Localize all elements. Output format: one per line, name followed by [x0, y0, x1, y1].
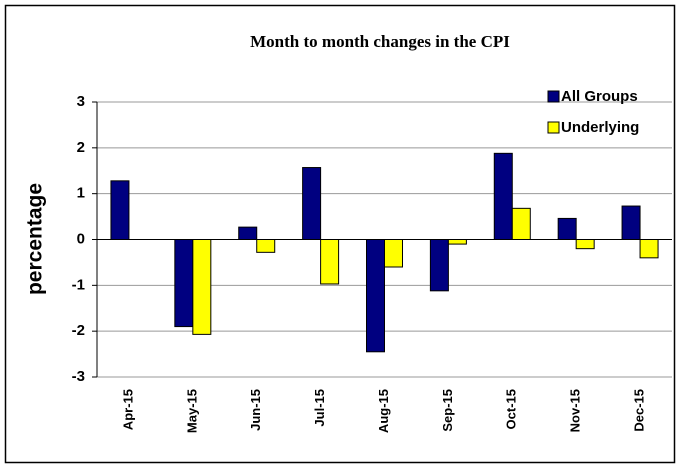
chart-title: Month to month changes in the CPI	[250, 32, 510, 51]
x-tick-label: Oct-15	[504, 389, 519, 429]
bar	[493, 152, 513, 240]
y-tick-label: 0	[77, 230, 85, 247]
x-tick-label: Nov-15	[568, 389, 583, 432]
y-tick-label: -2	[72, 322, 85, 339]
bar	[320, 239, 340, 285]
bar	[110, 180, 130, 240]
bar	[384, 239, 403, 268]
bar	[639, 239, 659, 259]
bar	[302, 167, 322, 241]
bar	[192, 239, 212, 335]
x-tick-label: Aug-15	[376, 389, 391, 433]
bar	[174, 239, 194, 328]
bar	[256, 239, 276, 253]
bar	[366, 239, 385, 353]
bar	[575, 239, 595, 250]
y-tick-label: -1	[72, 276, 85, 293]
x-tick-label: Jul-15	[312, 389, 327, 427]
x-tick-label: Sep-15	[440, 389, 455, 432]
legend-swatch	[547, 121, 560, 134]
x-tick-label: Dec-15	[631, 389, 646, 432]
y-axis-label: percentage	[24, 183, 47, 295]
bar	[557, 217, 577, 241]
bar	[429, 239, 449, 292]
legend-swatch	[547, 90, 560, 103]
y-tick-label: 2	[77, 139, 85, 156]
legend-label: Underlying	[561, 119, 639, 136]
y-tick-label: 1	[77, 185, 85, 202]
y-tick-label: -3	[72, 368, 85, 385]
bar	[621, 205, 641, 241]
bar	[238, 226, 258, 240]
x-tick-label: Jun-15	[248, 389, 263, 431]
bar	[511, 207, 531, 240]
y-tick-label: 3	[77, 93, 85, 110]
x-tick-label: Apr-15	[120, 389, 135, 430]
x-tick-label: May-15	[184, 389, 199, 433]
legend-label: All Groups	[561, 88, 638, 105]
bar	[447, 239, 467, 245]
